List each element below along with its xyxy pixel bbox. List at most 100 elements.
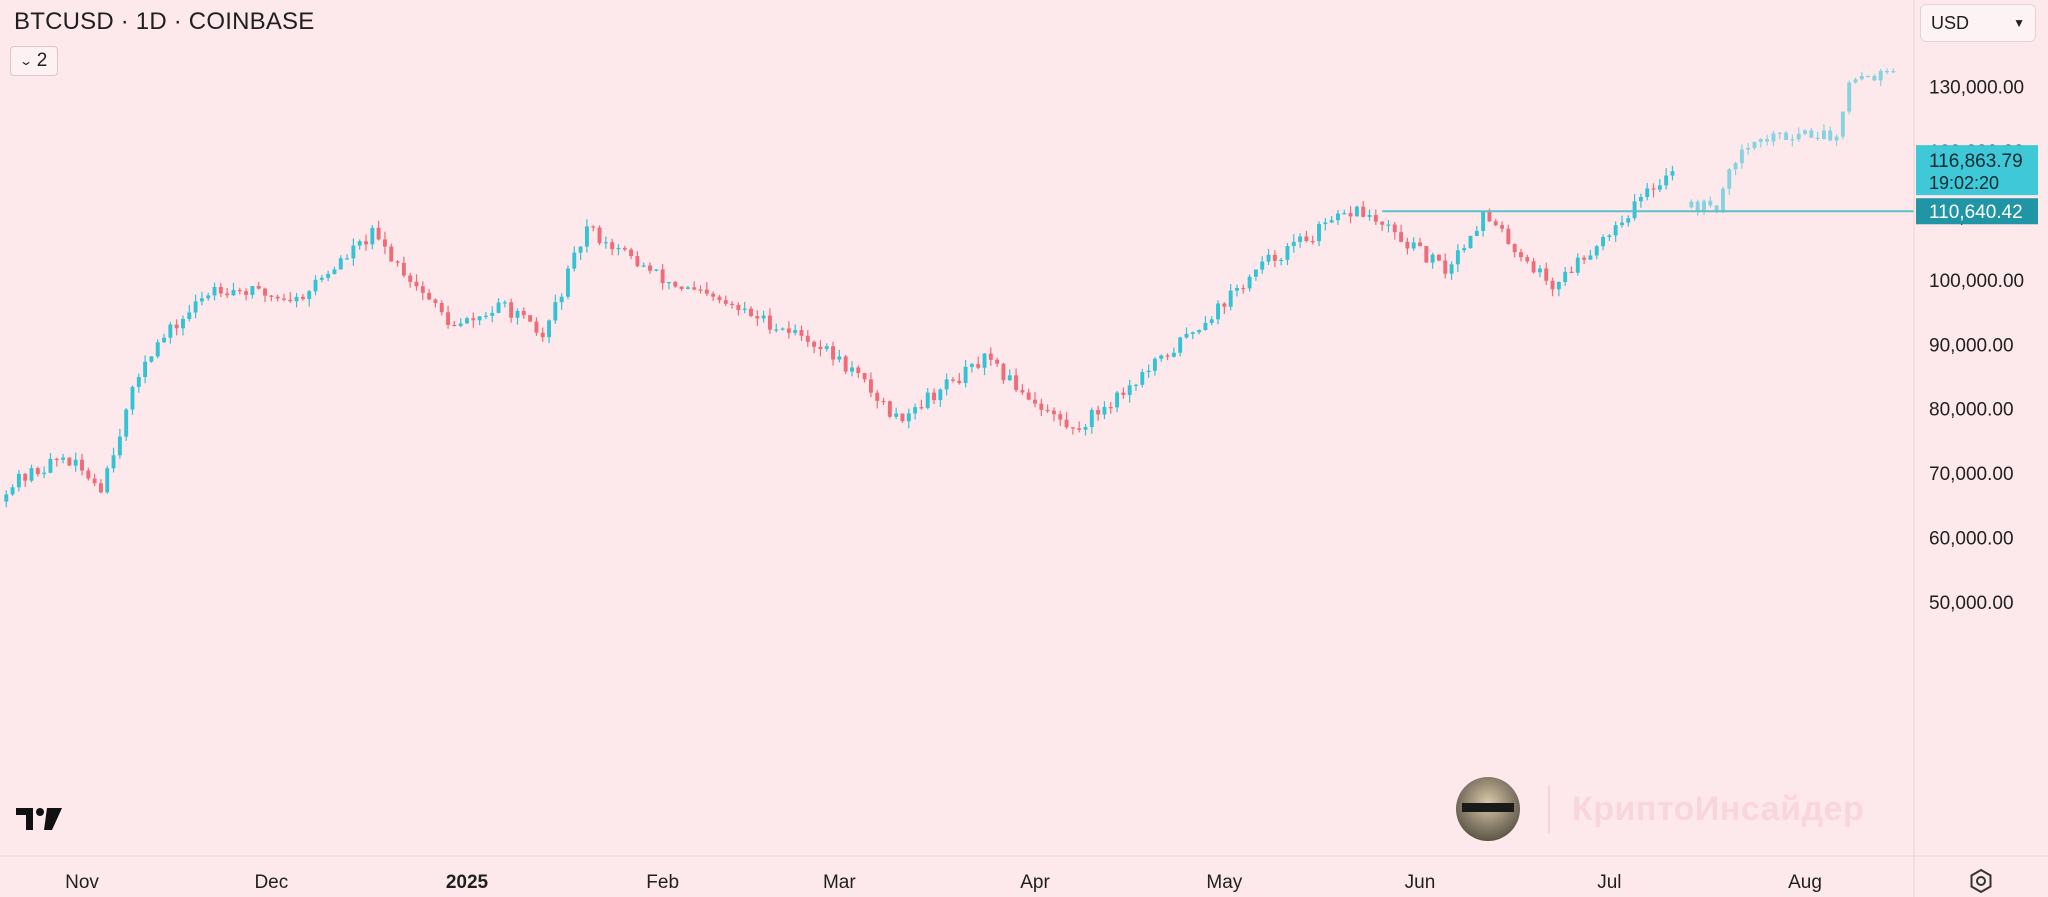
candle [1102,401,1107,420]
candle-body [1512,244,1517,253]
channel-watermark: КриптоИнсайдер [1456,776,1864,842]
candle [1121,387,1126,399]
candle [370,225,375,250]
candle-body [1127,385,1132,396]
candle [1304,230,1309,243]
candle-body [319,277,324,280]
candle-body [1373,215,1378,222]
projection-candle [1885,68,1890,75]
candle-body [938,389,943,401]
candle-body [1758,139,1763,142]
candle [749,306,753,318]
candle [1474,225,1479,237]
candle-body [1702,200,1706,212]
candle [351,238,356,266]
candle [1253,269,1258,281]
candle [143,355,148,384]
candle-body [1405,241,1410,249]
chevron-down-icon: ▼ [2013,16,2025,30]
candle [679,286,684,292]
tradingview-logo [16,808,62,830]
candle-body [1796,133,1801,140]
candle-body [1336,213,1340,221]
candle-body [547,320,551,338]
candle-body [969,364,974,367]
candle-body [16,473,21,488]
candle-body [1556,281,1561,290]
candle [1588,249,1593,260]
candle [29,464,34,483]
candle [887,400,892,419]
candle-body [414,281,419,287]
candle [446,305,451,329]
candle-body [635,256,640,267]
candle [875,390,880,409]
candle-body [1418,242,1422,247]
candle [774,323,779,333]
price-axis[interactable]: 50,000.00 60,000.00 70,000.00 80,000.00 90,0… [1913,0,2024,897]
time-axis[interactable]: Nov Dec 2025 Feb Mar Apr May Jun Jul Aug [0,855,2048,893]
time-tick-label: Nov [65,872,99,893]
candle [1014,368,1019,392]
candle [780,327,785,331]
candle-body [1001,363,1006,381]
candle [1070,427,1075,435]
candle [648,262,652,274]
candle [1462,244,1467,253]
candle-body [957,380,962,384]
candle-body [881,400,886,403]
candle-body [1235,288,1239,291]
indicators-toggle-button[interactable]: ⌄ 2 [10,46,58,76]
candle [1601,234,1605,251]
candle [1033,391,1037,408]
candle [1115,390,1120,413]
candle [1241,284,1246,294]
candle-body [919,407,924,409]
projection-candle [1878,68,1883,87]
candle-body [401,262,406,276]
candle [98,479,103,494]
candle-body [439,302,444,313]
candle [1664,168,1669,190]
candle-body [1197,330,1202,333]
candle-body [1443,260,1448,274]
candle-body [168,324,173,338]
candle-body [225,293,230,296]
candle-body [976,364,981,368]
candle [660,263,665,290]
candle [1645,182,1650,201]
projection-candle [1702,199,1706,216]
candle [1159,354,1164,362]
candle [1563,266,1568,286]
candle-body [1531,261,1536,273]
candle-body [502,302,507,304]
candle-body [868,379,873,393]
currency-select[interactable]: USD ▼ [1920,4,2036,42]
settings-icon[interactable] [1968,868,1994,894]
candle [881,397,886,405]
candle-body [244,291,249,295]
candle [1493,218,1498,227]
candle-body [528,315,533,322]
candle-body [1714,205,1719,211]
candle-body [1739,149,1744,164]
candle-body [666,281,671,284]
candle [1317,221,1321,247]
projection-candle [1720,186,1725,214]
candle-body [1689,201,1694,208]
candle-body [1449,264,1454,274]
candle [1260,256,1265,274]
projection-candle [1853,77,1858,84]
candle-body [149,356,154,362]
candle [1108,402,1113,414]
candle [837,349,842,363]
candle-body [932,392,936,401]
candle [597,225,602,246]
candle [1418,237,1422,247]
candle [894,407,899,420]
candle [1468,235,1473,249]
candle [1594,244,1599,260]
level-price-label: 110,640.42 [1929,202,2023,223]
candle-body [742,308,747,310]
